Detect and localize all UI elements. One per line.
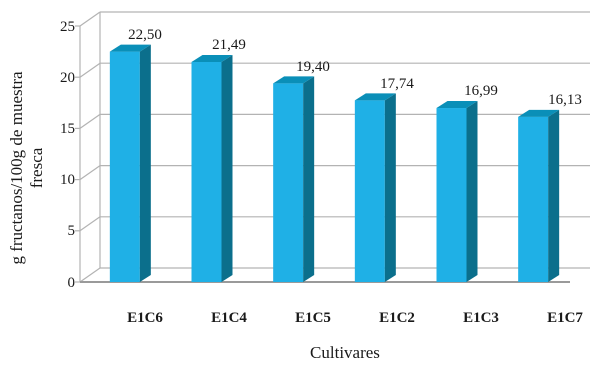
bar — [109, 44, 151, 282]
gridlines — [75, 11, 590, 283]
bar-top-face — [354, 93, 396, 101]
y-tick-label: 10 — [60, 172, 75, 188]
bar — [436, 101, 478, 282]
gridline-diagonal — [79, 267, 101, 283]
bar-top-face — [109, 44, 151, 52]
bars — [109, 44, 560, 283]
x-category-label: E1C3 — [463, 310, 499, 326]
x-category-label: E1C7 — [547, 310, 583, 326]
y-axis-ticks: 0 5 10 15 20 25 — [60, 19, 75, 291]
y-tick-label: 0 — [68, 275, 76, 291]
y-axis-title: g fructanos/100g de muestra fresca — [7, 71, 46, 265]
bar-side-face — [384, 93, 396, 282]
x-category-label: E1C2 — [379, 310, 415, 326]
bar-top-face — [273, 76, 315, 84]
data-labels: 22,50 21,49 19,40 17,74 16,99 16,13 — [128, 27, 582, 108]
bar-top-face — [436, 101, 478, 109]
bar — [354, 93, 396, 282]
bar-front-face — [518, 116, 549, 282]
data-label: 16,13 — [548, 92, 582, 108]
data-label: 16,99 — [464, 83, 498, 99]
gridline-diagonal — [79, 216, 101, 232]
bar-top-face — [191, 54, 233, 62]
data-label: 19,40 — [296, 59, 330, 75]
x-category-label: E1C6 — [127, 310, 163, 326]
y-tick-label: 15 — [60, 121, 75, 137]
y-axis-title-line-1: g fructanos/100g de muestra — [7, 71, 26, 265]
x-category-label: E1C4 — [211, 310, 247, 326]
y-tick-label: 20 — [60, 70, 75, 86]
x-axis-title: Cultivares — [310, 343, 380, 362]
gridline-diagonal — [79, 62, 101, 78]
x-category-label: E1C5 — [295, 310, 331, 326]
bar-front-face — [354, 100, 385, 282]
data-label: 21,49 — [212, 37, 246, 53]
data-label: 17,74 — [380, 76, 414, 92]
bar-front-face — [436, 108, 467, 282]
gridline-diagonal — [79, 113, 101, 129]
bar-side-face — [303, 76, 315, 283]
gridline-diagonal — [79, 11, 101, 27]
gridline-diagonal — [79, 165, 101, 181]
x-axis-categories: E1C6 E1C4 E1C5 E1C2 E1C3 E1C7 — [127, 310, 583, 326]
bar-front-face — [191, 61, 222, 283]
y-tick-label: 25 — [60, 19, 75, 35]
bar-side-face — [466, 101, 478, 282]
y-axis-title-line-2: fresca — [27, 147, 46, 188]
bar — [273, 76, 315, 283]
bar — [518, 109, 560, 282]
y-tick-label: 5 — [68, 223, 76, 239]
bar — [191, 54, 233, 283]
bar-front-face — [273, 83, 304, 283]
data-label: 22,50 — [128, 27, 162, 43]
bar-side-face — [139, 44, 151, 282]
bar-side-face — [221, 54, 233, 283]
bar-side-face — [548, 109, 560, 282]
bar-front-face — [109, 51, 140, 282]
bar-top-face — [518, 109, 560, 117]
